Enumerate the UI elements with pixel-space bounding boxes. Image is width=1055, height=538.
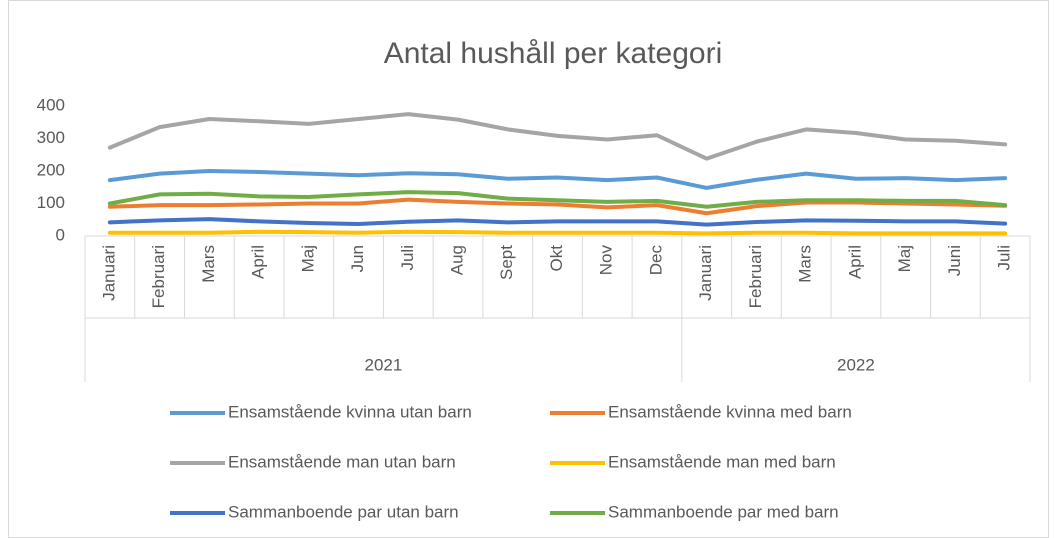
x-tick-label: Mars [199,245,218,283]
y-tick-label: 100 [37,193,65,212]
x-tick-label: Februari [746,245,765,308]
x-group-label: 2022 [837,355,875,374]
legend-label: Sammanboende par utan barn [228,502,459,521]
y-tick-label: 300 [37,128,65,147]
x-tick-label: Januari [696,245,715,301]
x-tick-label: Sept [497,245,516,280]
series-line [107,169,1008,190]
y-tick-label: 400 [37,95,65,114]
x-tick-label: Januari [99,245,118,301]
x-tick-label: Dec [646,245,665,276]
x-tick-label: Juli [398,245,417,271]
legend-label: Ensamstående man med barn [608,452,836,471]
legend-label: Sammanboende par med barn [608,502,839,521]
x-tick-label: April [845,245,864,279]
legend-label: Ensamstående kvinna utan barn [228,402,472,421]
series-line [107,217,1008,227]
series-line [107,197,1008,216]
x-group-label: 2021 [365,355,403,374]
x-tick-label: Februari [149,245,168,308]
chart-title: Antal hushåll per kategori [384,37,723,70]
y-tick-label: 200 [37,160,65,179]
y-tick-label: 0 [56,225,65,244]
x-tick-label: Maj [298,245,317,272]
x-tick-label: Juni [945,245,964,276]
x-tick-label: Aug [448,245,467,275]
x-tick-label: Mars [796,245,815,283]
chart-frame [8,0,1049,538]
x-tick-label: Maj [895,245,914,272]
series-line [107,190,1008,209]
x-tick-label: Jun [348,245,367,272]
legend-label: Ensamstående kvinna med barn [608,402,852,421]
series-line [107,112,1008,161]
x-tick-label: Okt [547,245,566,272]
legend-label: Ensamstående man utan barn [228,452,456,471]
x-tick-label: April [249,245,268,279]
x-tick-label: Juli [995,245,1014,271]
series-line [107,229,1008,236]
x-tick-label: Nov [597,245,616,276]
